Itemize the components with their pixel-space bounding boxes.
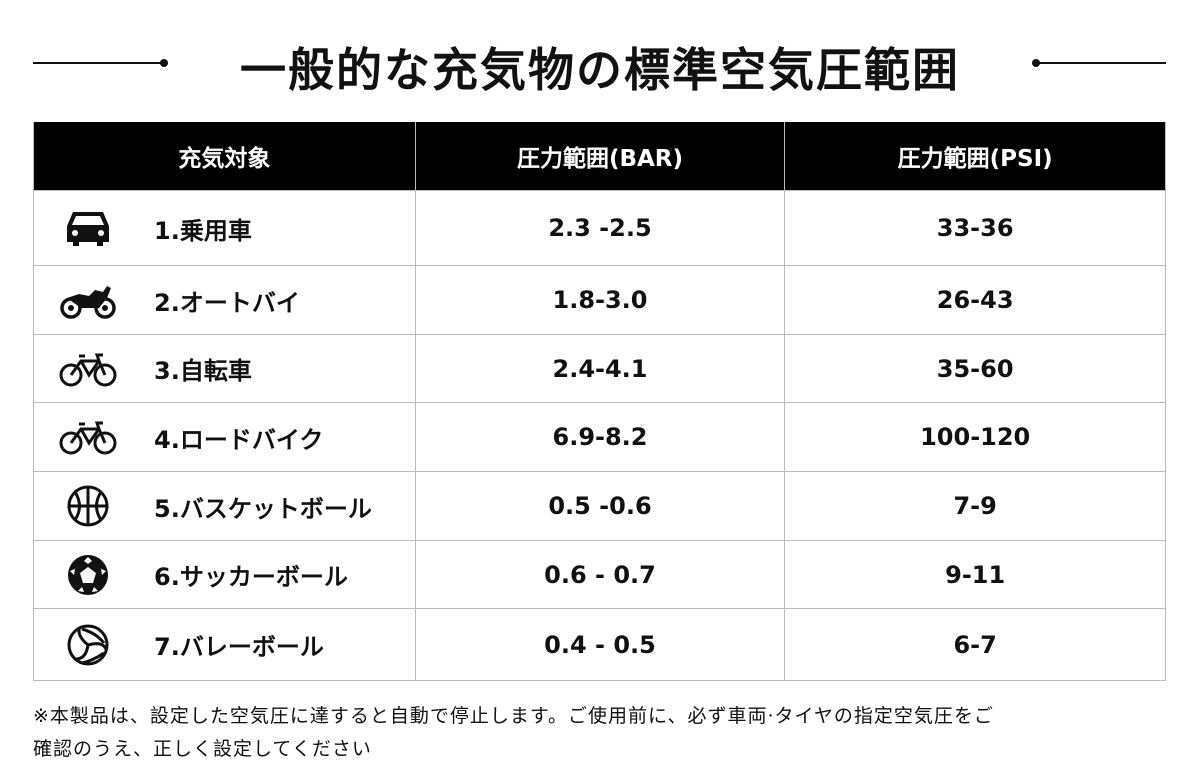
cell-text: 1.乗用車 [154,216,252,245]
table-cell: 6.9-8.2 [414,403,785,471]
cell-text: 6.サッカーボール [154,563,348,591]
cell-text: 6.9-8.2 [552,423,648,451]
cell-text: 35-60 [936,354,1014,383]
header-cell: 充気対象 [178,146,271,172]
title: 一般的な充気物の標準空気圧範囲 [240,43,960,97]
footnote-line: ※本製品は、設定した空気圧に達すると自動で停止します。ご使用前に、必ず車両·タイ… [33,705,994,727]
table-row: 3.自転車 2.4-4.1 35-60 [34,334,1165,402]
table-row: 2.オートバイ 1.8-3.0 26-43 [34,265,1165,334]
table-row: 7.バレーボール 0.4 - 0.5 6-7 [34,608,1165,680]
footnote-line: 確認のうえ、正しく設定してください [33,738,372,760]
icon-graphic [67,212,109,246]
table-cell: 0.5 -0.6 [414,472,785,540]
table-cell: 1.乗用車 [34,191,415,265]
header-cell: 圧力範囲(PSI) [784,122,1165,190]
table-cell: 3.自転車 [34,335,415,402]
icon-graphic [59,421,117,455]
icon [58,280,118,320]
table-cell: 5.バスケットボール [34,472,415,540]
cell-text: 0.4 - 0.5 [544,630,656,659]
cell-text: 100-120 [920,423,1031,451]
cell-text: 3.自転車 [154,357,252,385]
title-bar: 一般的な充気物の標準空気圧範囲 [0,28,1200,98]
table-cell: 2.4-4.1 [414,335,785,402]
table-cell: 7.バレーボール [34,609,415,680]
table: 充気対象 圧力範囲(BAR) 圧力範囲(PSI) 1.乗用車 2.3 -2.5 33-36… [33,122,1166,681]
cell-text: 26-43 [936,286,1014,314]
table-cell: 6-7 [784,609,1165,680]
table-cell: 2.3 -2.5 [414,191,785,265]
cell-text: 33-36 [936,214,1014,242]
header-row: 充気対象 圧力範囲(BAR) 圧力範囲(PSI) [34,122,1165,190]
cell-text: 9-11 [945,560,1006,589]
table-cell: 9-11 [784,541,1165,608]
dot [160,59,168,67]
table-row: 6.サッカーボール 0.6 - 0.7 9-11 [34,540,1165,608]
icon-graphic [68,554,108,595]
icon-graphic [59,353,117,386]
table-cell: 35-60 [784,335,1165,402]
table-cell: 6.サッカーボール [34,541,415,608]
cell-text: 7.バレーボール [154,633,324,661]
table-cell: 0.6 - 0.7 [414,541,785,608]
cell-text: 6-7 [953,630,997,659]
cell-text: 0.5 -0.6 [548,492,652,520]
icon [58,351,118,387]
rule [33,62,163,64]
table-row: 5.バスケットボール 0.5 -0.6 7-9 [34,471,1165,540]
icon [58,484,118,528]
icon-graphic [60,286,116,319]
icon [58,553,118,597]
table-cell: 1.8-3.0 [414,266,785,334]
table-cell: 26-43 [784,266,1165,334]
table-cell: 2.オートバイ [34,266,415,334]
icon-graphic [67,624,109,665]
table-cell: 0.4 - 0.5 [414,609,785,680]
cell-text: 2.オートバイ [154,288,300,317]
table-cell: 4.ロードバイク [34,403,415,471]
table-row: 4.ロードバイク 6.9-8.2 100-120 [34,402,1165,471]
cell-text: 7-9 [953,492,997,520]
cell-text: 1.8-3.0 [552,286,648,314]
icon [58,208,118,248]
cell-text: 5.バスケットボール [154,494,372,523]
table-cell: 7-9 [784,472,1165,540]
cell-text: 0.6 - 0.7 [544,560,656,589]
table-row: 1.乗用車 2.3 -2.5 33-36 [34,190,1165,265]
header-cell: 圧力範囲(BAR) [414,122,785,190]
cell-text: 2.3 -2.5 [548,214,652,242]
table-cell: 100-120 [784,403,1165,471]
icon [58,623,118,667]
icon-graphic [67,485,109,527]
cell-text: 4.ロードバイク [154,425,324,454]
icon [58,419,118,455]
rule [1036,62,1166,64]
cell-text: 2.4-4.1 [552,354,648,383]
table-cell: 33-36 [784,191,1165,265]
footnote: ※本製品は、設定した空気圧に達すると自動で停止します。ご使用前に、必ず車両·タイ… [33,700,994,766]
